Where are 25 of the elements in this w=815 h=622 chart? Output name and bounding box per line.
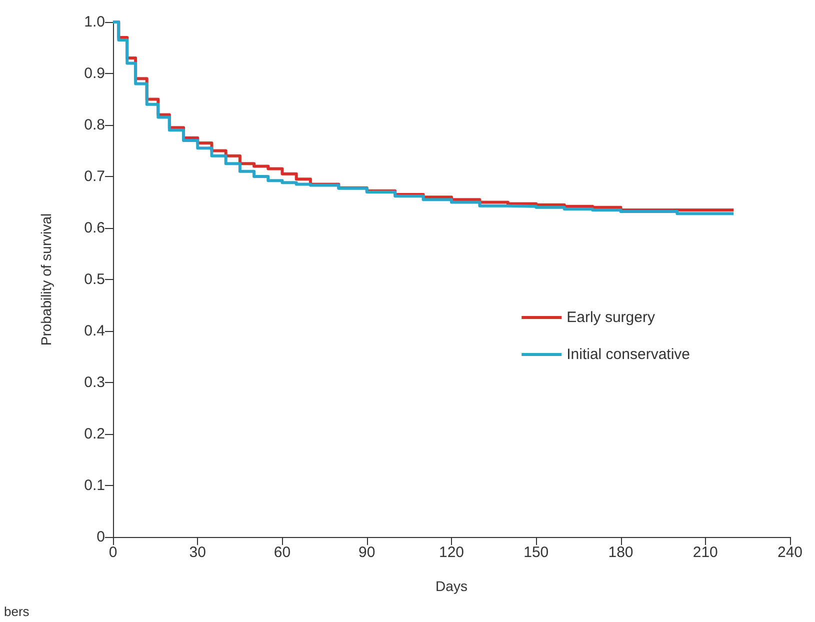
x-tick-label: 60 — [274, 544, 291, 561]
y-tick-label: 0 — [96, 528, 105, 546]
x-tick-label: 180 — [608, 544, 634, 561]
y-tick-label: 0.8 — [84, 116, 105, 134]
x-axis-title: Days — [436, 578, 468, 594]
y-tick-label: 0.4 — [84, 322, 105, 340]
text: bers — [4, 604, 30, 619]
x-tick-label: 240 — [777, 544, 803, 561]
legend-label: Initial conservative — [566, 346, 690, 363]
y-tick-label: 0.7 — [84, 168, 105, 185]
x-tick-label: 0 — [108, 544, 118, 561]
y-tick-label: 0.1 — [84, 477, 105, 494]
y-tick-label: 0.6 — [84, 220, 105, 236]
y-tick-label: 0.5 — [84, 271, 105, 288]
x-tick-label: 210 — [692, 544, 718, 561]
y-tick-label: 0.2 — [84, 426, 105, 442]
x-tick-label: 120 — [438, 544, 464, 561]
y-tick-label: 0.3 — [84, 374, 105, 391]
y-tick-label: 0.9 — [84, 65, 105, 82]
y-axis-title: Probability of survival — [38, 213, 54, 346]
x-tick-label: 150 — [524, 544, 549, 561]
x-tick-label: 30 — [189, 544, 206, 561]
legend-label: Early surgery — [566, 309, 656, 326]
y-tick-label: 1.0 — [84, 14, 105, 30]
x-tick-label: 90 — [358, 544, 376, 561]
